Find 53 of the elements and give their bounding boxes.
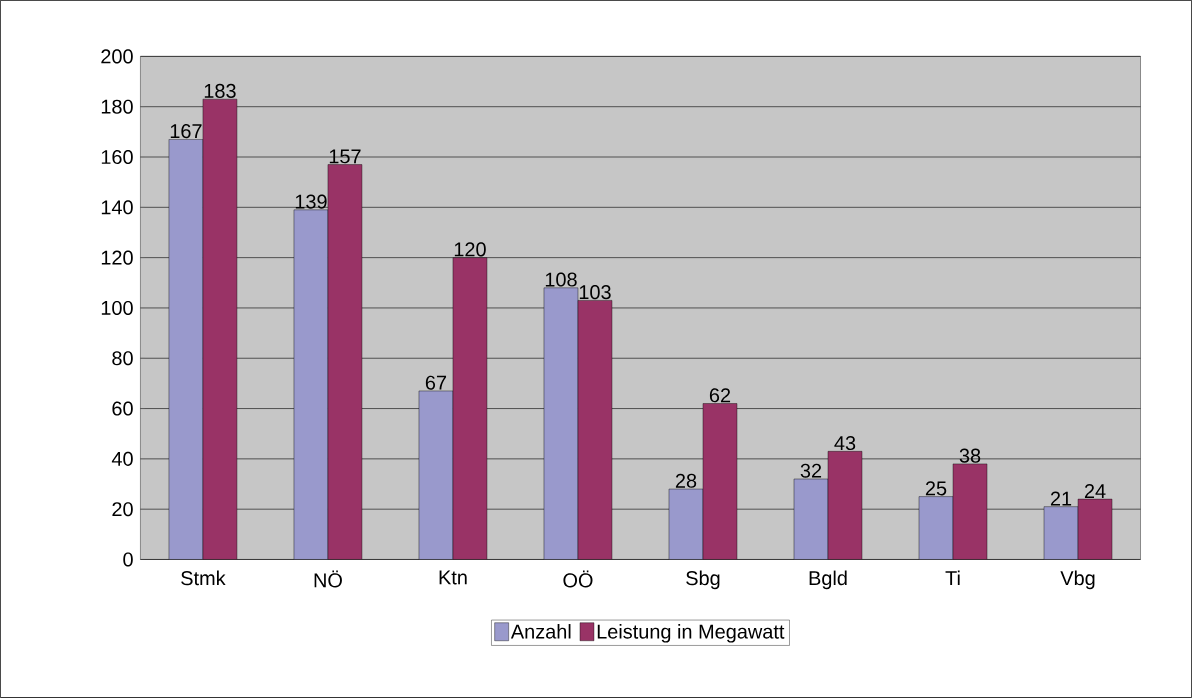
- x-tick-label: Ti: [945, 570, 960, 586]
- bar: [418, 390, 454, 560]
- y-tick-label: 20: [112, 502, 133, 517]
- bar: [543, 287, 579, 560]
- x-tick-label: NÖ: [314, 570, 342, 588]
- data-label: 103: [579, 285, 611, 300]
- y-tick-label: 40: [111, 451, 133, 466]
- bar: [918, 496, 954, 560]
- legend-label: Anzahl: [510, 624, 571, 639]
- data-label: 157: [329, 149, 361, 164]
- bar: [168, 139, 204, 560]
- x-tick-label: OÖ: [563, 570, 593, 588]
- x-tick-label: Stmk: [181, 570, 226, 586]
- legend-label: Leistung in Megawatt: [597, 624, 785, 643]
- y-tick-label: 160: [101, 150, 133, 165]
- y-tick-label: 120: [101, 250, 133, 265]
- y-tick-label: 180: [101, 99, 133, 114]
- x-tick-label: Vbg: [1060, 570, 1095, 590]
- data-label: 38: [959, 448, 981, 463]
- bar: [668, 488, 704, 560]
- bar: [577, 300, 613, 560]
- data-label: 25: [925, 481, 947, 496]
- bar: [702, 403, 738, 560]
- data-label: 43: [834, 436, 856, 451]
- bar: [952, 463, 988, 560]
- x-tick-label: Sbg: [686, 570, 720, 590]
- y-tick-label: 200: [101, 49, 133, 64]
- data-label: 183: [204, 83, 236, 98]
- data-label: 108: [545, 272, 577, 287]
- bar: [793, 478, 829, 560]
- bar: [1043, 506, 1079, 560]
- data-label: 24: [1084, 484, 1106, 498]
- data-label: 120: [454, 242, 486, 257]
- bar: [452, 257, 488, 560]
- y-tick-label: 100: [101, 300, 133, 316]
- bar: [293, 209, 329, 560]
- y-tick-label: 0: [123, 552, 133, 567]
- x-tick-label: Ktn: [439, 570, 467, 585]
- bar: [327, 164, 363, 560]
- data-label: 167: [170, 124, 202, 139]
- data-label: 21: [1050, 491, 1072, 506]
- y-tick-label: 60: [112, 401, 133, 416]
- bar: [827, 451, 863, 560]
- x-tick-label: Bgld: [809, 570, 847, 590]
- data-label: 62: [709, 388, 731, 403]
- bar: [1077, 498, 1113, 560]
- y-tick-label: 80: [112, 351, 133, 366]
- bar: [202, 99, 238, 560]
- data-label: 32: [800, 463, 822, 478]
- data-label: 28: [675, 473, 697, 488]
- data-label: 67: [425, 375, 447, 390]
- y-tick-label: 140: [101, 200, 133, 215]
- data-label: 139: [295, 194, 327, 209]
